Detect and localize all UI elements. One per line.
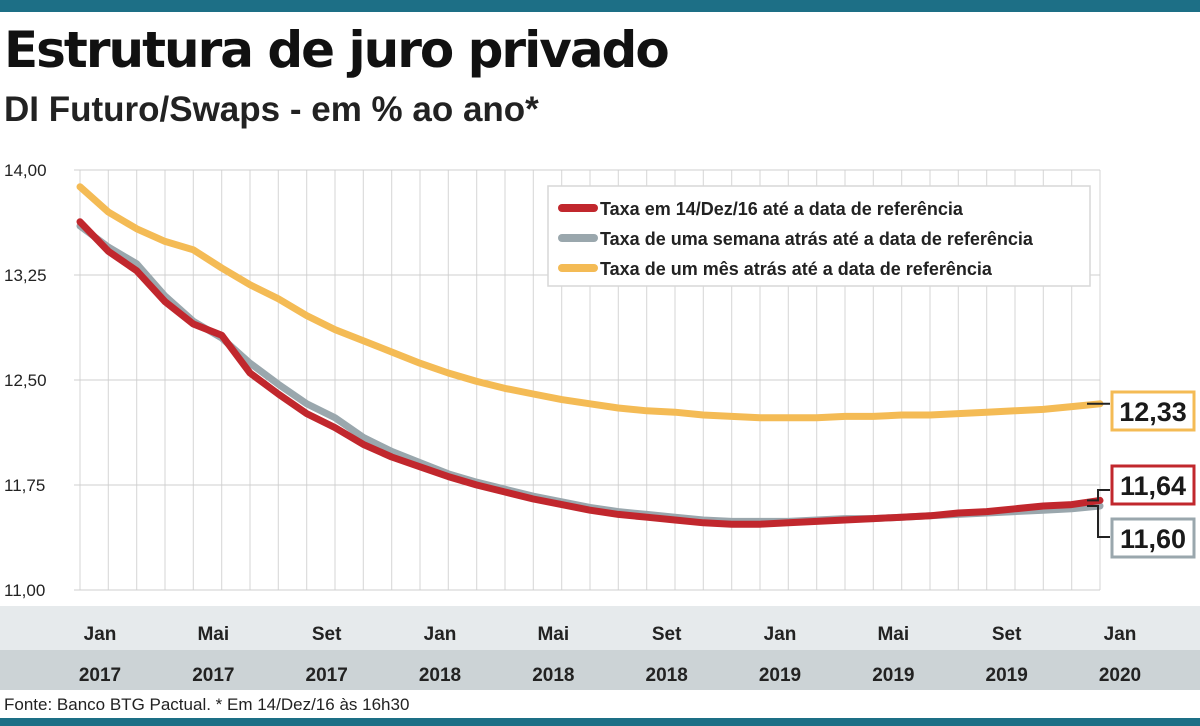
end-label-box [1110, 390, 1196, 432]
x-tick-month: Mai [537, 624, 569, 645]
end-label-box [1110, 517, 1196, 559]
x-tick-month: Mai [197, 624, 229, 645]
y-tick-label: 13,25 [4, 266, 47, 285]
legend: Taxa em 14/Dez/16 até a data de referênc… [547, 185, 1091, 287]
y-tick-label: 12,50 [4, 371, 47, 390]
legend-label: Taxa em 14/Dez/16 até a data de referênc… [600, 199, 964, 219]
x-tick-year: 2017 [306, 665, 348, 686]
y-tick-label: 11,75 [4, 476, 45, 495]
x-tick-year: 2019 [986, 665, 1028, 686]
series-line-1 [76, 218, 1104, 528]
x-tick-year: 2018 [419, 665, 461, 686]
end-label-value: 11,60 [1120, 524, 1186, 554]
legend-label: Taxa de um mês atrás até a data de refer… [600, 259, 993, 279]
y-tick-label: 11,00 [4, 581, 45, 600]
legend-label: Taxa de uma semana atrás até a data de r… [600, 229, 1034, 249]
x-tick-year: 2017 [79, 665, 121, 686]
legend-box [547, 185, 1091, 287]
x-tick-month: Jan [764, 624, 797, 645]
x-tick-month: Jan [84, 624, 117, 645]
series-line-3 [76, 183, 1104, 422]
x-tick-year: 2018 [646, 665, 688, 686]
x-tick-month: Set [652, 624, 682, 645]
end-label-value: 11,64 [1120, 471, 1186, 501]
x-tick-year: 2020 [1099, 665, 1141, 686]
chart-title: Estrutura de juro privado [4, 21, 670, 79]
x-tick-month: Jan [1104, 624, 1137, 645]
end-labels: 12,33 11,64 11,60 [1087, 390, 1196, 559]
chart-subtitle: DI Futuro/Swaps - em % ao ano* [4, 90, 539, 129]
x-tick-month: Set [992, 624, 1022, 645]
y-axis: 14,00 13,25 12,50 11,75 11,00 [4, 161, 47, 600]
x-tick-month: Set [312, 624, 342, 645]
end-label-box [1110, 464, 1196, 506]
x-tick-month: Jan [424, 624, 457, 645]
end-label-connector [1087, 489, 1110, 502]
x-tick-year: 2019 [872, 665, 914, 686]
top-accent-bar [0, 0, 1200, 12]
source-note: Fonte: Banco BTG Pactual. * Em 14/Dez/16… [4, 695, 410, 714]
end-label-connector [1087, 505, 1110, 538]
x-tick-month: Mai [877, 624, 909, 645]
y-tick-label: 14,00 [4, 161, 47, 180]
x-axis-month-band [0, 606, 1200, 650]
x-tick-year: 2019 [759, 665, 801, 686]
x-axis-year-band [0, 650, 1200, 690]
series-layer [76, 183, 1104, 528]
end-label-value: 12,33 [1119, 397, 1187, 427]
x-tick-year: 2018 [532, 665, 574, 686]
x-axis: Jan 2017 Mai 2017 Set 2017 Jan 2018 Mai 2018 Set 20… [79, 624, 1141, 686]
x-tick-year: 2017 [192, 665, 234, 686]
bottom-accent-bar [0, 718, 1200, 726]
